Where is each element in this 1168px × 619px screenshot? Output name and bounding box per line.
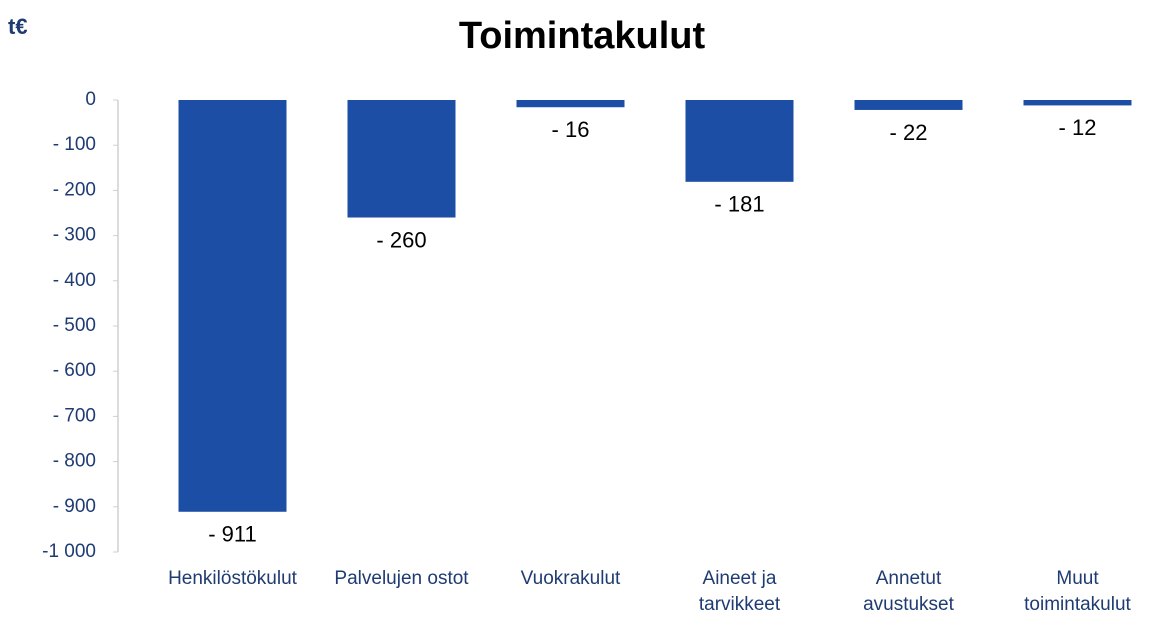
bar (854, 100, 963, 110)
value-label: - 181 (714, 192, 764, 217)
value-label: - 22 (890, 120, 928, 145)
x-tick-label: Annetut avustukset (863, 568, 954, 615)
bar (516, 100, 625, 108)
y-tick-label: -1 000 (42, 541, 96, 562)
bar (685, 100, 794, 182)
x-tick-label: Palvelujen ostot (334, 568, 469, 589)
y-tick-label: - 300 (53, 225, 96, 246)
value-label: - 16 (552, 117, 590, 142)
x-tick-label: Muut toimintakulut (1024, 568, 1131, 615)
x-tick-label: Aineet ja tarvikkeet (698, 568, 781, 615)
y-tick-label: - 500 (53, 315, 96, 336)
value-label: - 260 (376, 227, 426, 252)
value-label: - 911 (208, 522, 257, 547)
bar (1023, 100, 1132, 106)
y-tick-label: - 400 (53, 270, 96, 291)
x-tick-label: Henkilöstökulut (168, 568, 297, 589)
y-tick-label: - 800 (53, 451, 96, 472)
y-tick-label: - 700 (53, 405, 96, 426)
y-tick-label: - 100 (53, 134, 96, 155)
chart-title: Toimintakulut (459, 15, 706, 57)
y-tick-label: - 900 (53, 496, 96, 517)
x-tick-label: Vuokrakulut (520, 568, 621, 589)
y-tick-label: - 600 (53, 360, 96, 381)
bar (347, 100, 456, 218)
unit-label: t€ (8, 14, 28, 39)
value-label: - 12 (1059, 115, 1097, 140)
y-tick-label: 0 (85, 89, 96, 110)
y-tick-label: - 200 (53, 179, 96, 200)
bar (178, 100, 287, 512)
